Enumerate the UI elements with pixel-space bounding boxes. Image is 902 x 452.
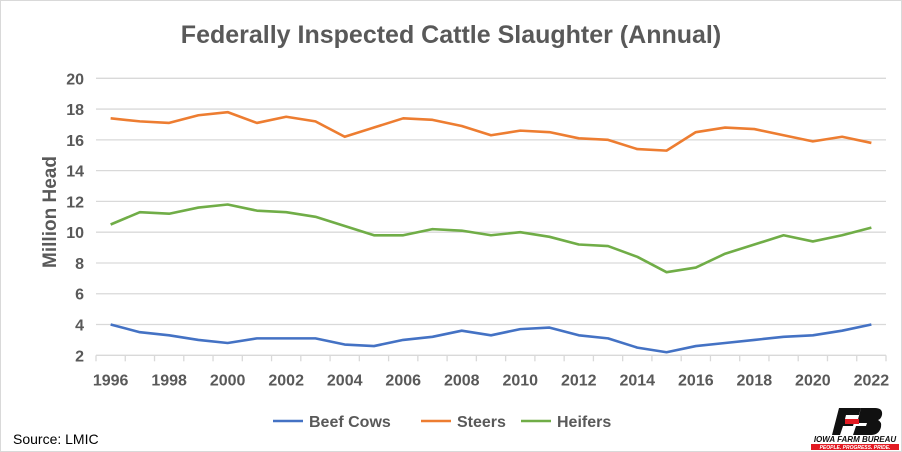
farm-bureau-logo: IOWA FARM BUREAU PEOPLE. PROGRESS. PRIDE… [811, 408, 899, 450]
x-tick-label: 2002 [268, 372, 304, 389]
y-tick-label: 10 [66, 225, 84, 242]
legend-label: Heifers [557, 414, 611, 431]
y-tick-label: 18 [66, 102, 84, 119]
series-line-steers [110, 110, 872, 152]
series-line-beef-cows [110, 323, 872, 354]
x-tick-label: 2020 [795, 372, 831, 389]
x-tick-label: 2010 [502, 372, 538, 389]
legend-label: Beef Cows [309, 414, 391, 431]
x-tick-label: 2018 [737, 372, 773, 389]
y-tick-label: 12 [66, 194, 84, 211]
y-tick-label: 16 [66, 133, 84, 150]
y-tick-label: 20 [66, 71, 84, 88]
x-tick-label: 1998 [151, 372, 187, 389]
x-tick-label: 2004 [327, 372, 363, 389]
y-tick-label: 2 [75, 348, 84, 365]
x-tick-label: 2022 [854, 372, 890, 389]
svg-text:PEOPLE. PROGRESS. PRIDE.: PEOPLE. PROGRESS. PRIDE. [820, 445, 891, 450]
source-note: Source: LMIC [13, 431, 99, 447]
y-tick-label: 14 [66, 164, 84, 181]
x-tick-label: 2012 [561, 372, 597, 389]
chart-title: Federally Inspected Cattle Slaughter (An… [180, 21, 722, 49]
x-tick-label: 2008 [444, 372, 480, 389]
legend-label: Steers [457, 414, 506, 431]
x-tick-label: 2000 [210, 372, 246, 389]
x-tick-label: 2014 [619, 372, 655, 389]
y-tick-label: 8 [75, 256, 84, 273]
series-line-heifers [110, 203, 872, 274]
y-tick-label: 4 [75, 318, 84, 335]
x-tick-label: 2016 [678, 372, 714, 389]
svg-text:IOWA FARM BUREAU: IOWA FARM BUREAU [814, 435, 897, 444]
x-tick-label: 2006 [385, 372, 421, 389]
x-tick-label: 1996 [93, 372, 129, 389]
y-tick-label: 6 [75, 287, 84, 304]
